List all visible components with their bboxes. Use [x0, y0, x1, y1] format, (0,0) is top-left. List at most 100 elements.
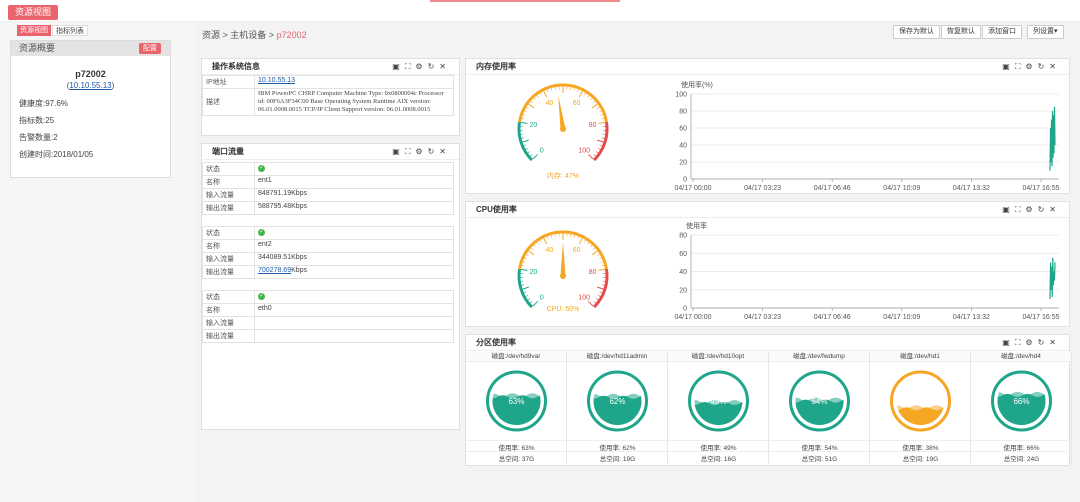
metrics-count-text: 指标数:25 — [19, 116, 55, 125]
gauge-tick — [597, 286, 604, 290]
refresh-icon[interactable]: ↻ — [1037, 62, 1050, 71]
gear-icon[interactable]: ⚙ — [415, 62, 428, 71]
restore-default-button[interactable]: 恢复默认 — [941, 25, 981, 39]
minimize-icon[interactable]: ▣ — [392, 147, 405, 156]
breadcrumb-root[interactable]: 资源 — [202, 30, 221, 40]
gauge-tick — [592, 100, 596, 103]
host-ip-link[interactable]: 10.10.55.13 — [69, 81, 112, 90]
save-default-button[interactable]: 保存为默认 — [893, 25, 940, 39]
row-value: eth0 — [254, 303, 454, 317]
close-icon[interactable]: ✕ — [1049, 338, 1061, 347]
panel-icons: ▣⛶⚙↻✕ — [1002, 59, 1061, 75]
gauge-tick — [591, 250, 598, 256]
divider — [769, 451, 870, 452]
gauge-tick — [599, 110, 602, 113]
resource-view-button[interactable]: 资源视图 — [8, 5, 59, 20]
gauge-tick — [591, 103, 598, 109]
gear-icon[interactable]: ⚙ — [1025, 62, 1038, 71]
close-icon[interactable]: ✕ — [439, 62, 451, 71]
maximize-icon[interactable]: ⛶ — [1014, 205, 1026, 214]
memory-gauge: 0 20 40 60 80 100 — [517, 83, 609, 162]
config-button[interactable]: 配置 — [139, 43, 161, 54]
out-traffic-link[interactable]: 700278.69 — [258, 267, 292, 274]
gauge-tick — [523, 291, 527, 294]
cpu-usage-title: CPU使用率 — [476, 205, 517, 214]
table-row: 输出流量 — [202, 329, 454, 343]
y-tick-label: 40 — [679, 143, 687, 150]
close-icon[interactable]: ✕ — [439, 147, 451, 156]
partition-name: 磁盘:/dev/hd4 — [971, 352, 1071, 362]
table-row: 名称 eth0 — [202, 303, 454, 317]
minimize-icon[interactable]: ▣ — [1002, 338, 1015, 347]
tab-metric-list[interactable]: 指标列表 — [52, 25, 88, 36]
divider — [567, 440, 668, 441]
gauge-tick — [597, 254, 600, 256]
close-icon[interactable]: ✕ — [1049, 62, 1061, 71]
row-value: ent1 — [254, 175, 454, 189]
gauge-tick-label: 100 — [578, 295, 590, 302]
divider — [971, 451, 1072, 452]
port-table-eth0: 状态 ✓ 名称 eth0 输入流量 输出流量 — [202, 290, 454, 343]
refresh-icon[interactable]: ↻ — [1037, 338, 1050, 347]
gear-icon[interactable]: ⚙ — [1025, 205, 1038, 214]
gauge-tick — [584, 239, 587, 243]
partition-name: 磁盘:/dev/fwdump — [769, 352, 869, 362]
overview-header: 资源概要 配置 — [11, 41, 170, 56]
partition-usage-title: 分区使用率 — [476, 338, 516, 347]
partition-usage-header: 分区使用率 ▣⛶⚙↻✕ — [466, 335, 1069, 351]
gauge-tick — [550, 88, 553, 91]
add-window-button[interactable]: 添加窗口 — [982, 25, 1022, 39]
tab-resource-view[interactable]: 资源视图 — [17, 25, 51, 36]
partition-item: 磁盘:/dev/hd9var 63% 使用率: 63% 总空间: 37G — [466, 352, 567, 464]
gear-icon[interactable]: ⚙ — [415, 147, 428, 156]
os-description: IBM PowerPC CHRP Computer Machine Type: … — [254, 88, 454, 116]
port-traffic-header: 端口流量 ▣⛶⚙↻✕ — [202, 144, 459, 160]
ip-link[interactable]: 10.10.55.13 — [258, 77, 295, 84]
breadcrumb: 资源 > 主机设备 > p72002 — [202, 28, 307, 41]
gauge-tick — [521, 118, 525, 120]
row-value — [254, 316, 454, 330]
refresh-icon[interactable]: ↻ — [1037, 205, 1050, 214]
x-tick-label: 04/17 13:32 — [953, 314, 990, 321]
maximize-icon[interactable]: ⛶ — [1014, 62, 1026, 71]
row-key: 输入流量 — [202, 316, 255, 330]
gauge-tick — [526, 254, 529, 256]
partition-name: 磁盘:/dev/hd1 — [870, 352, 970, 362]
minimize-icon[interactable]: ▣ — [392, 62, 405, 71]
minimize-icon[interactable]: ▣ — [1002, 62, 1015, 71]
column-settings-button[interactable]: 列设置▾ — [1027, 25, 1064, 39]
gauge-tick — [573, 88, 576, 91]
close-icon[interactable]: ✕ — [1049, 205, 1061, 214]
gauge-needle — [560, 242, 566, 276]
minimize-icon[interactable]: ▣ — [1002, 205, 1015, 214]
gear-icon[interactable]: ⚙ — [1025, 338, 1038, 347]
breadcrumb-host-devices[interactable]: 主机设备 — [230, 30, 267, 40]
gauge-tick — [577, 236, 579, 239]
partition-usage: 使用率: 49% — [700, 445, 737, 452]
gauge-tick — [522, 286, 529, 290]
table-row: 输入流量 344089.51Kbps — [202, 252, 454, 266]
gauge-center — [560, 273, 566, 279]
unit-text: Kbps — [291, 267, 308, 274]
partition-gauge: 49% — [688, 370, 749, 432]
gauge-tick — [526, 107, 529, 109]
maximize-icon[interactable]: ⛶ — [1014, 338, 1026, 347]
refresh-icon[interactable]: ↻ — [427, 147, 440, 156]
refresh-icon[interactable]: ↻ — [427, 62, 440, 71]
gauge-tick — [525, 295, 529, 297]
gauge-arc — [593, 268, 609, 309]
table-row: 状态 ✓ — [202, 162, 454, 176]
row-key: 名称 — [202, 303, 255, 317]
row-value: 700278.69Kbps — [254, 265, 454, 279]
maximize-icon[interactable]: ⛶ — [404, 147, 416, 156]
maximize-icon[interactable]: ⛶ — [404, 62, 416, 71]
partition-usage: 使用率: 66% — [1003, 445, 1040, 452]
gauge-tick — [578, 237, 583, 245]
row-value: 588795.48Kbps — [254, 201, 454, 215]
gauge-arc — [518, 83, 608, 123]
divider — [466, 440, 567, 441]
port-traffic-panel: 端口流量 ▣⛶⚙↻✕ 状态 ✓ 名称 ent1 输入流量 848791.19Kbps … — [201, 143, 460, 430]
gauge-tick — [528, 103, 535, 109]
row-value: 344089.51Kbps — [254, 252, 454, 266]
divider — [870, 440, 971, 441]
